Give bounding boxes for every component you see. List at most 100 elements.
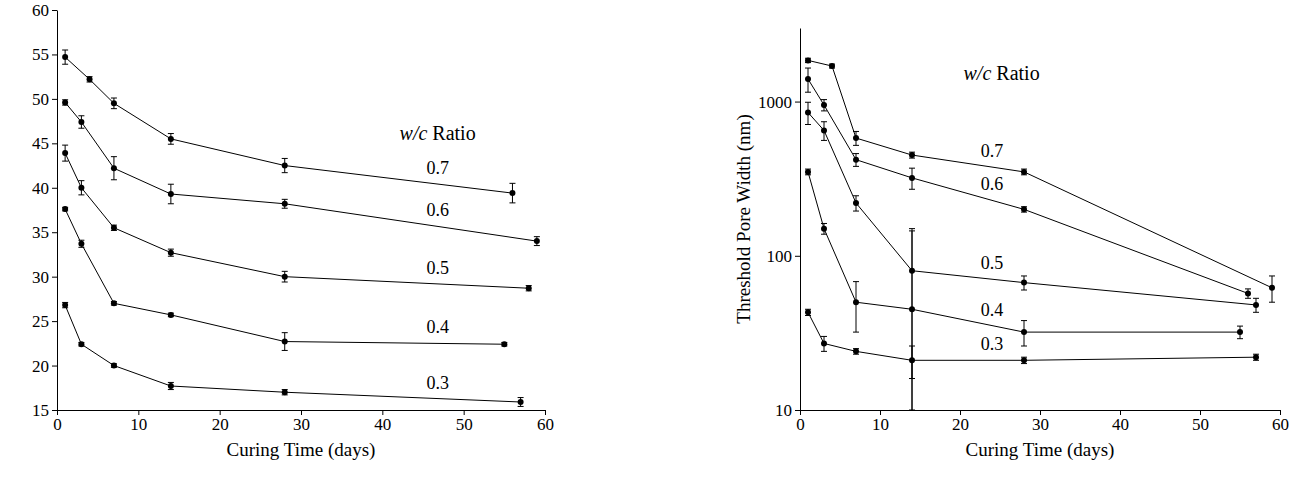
error-bar-cap [111,179,117,180]
y-axis-line [800,29,801,411]
series-label: 0.6 [426,200,449,220]
y-tick-mark [52,188,57,189]
x-tick-label: 40 [1112,415,1129,434]
error-bar [282,271,288,282]
x-tick-label: 60 [537,415,554,434]
data-point [805,57,811,63]
data-point [534,238,540,244]
x-tick-label: 20 [952,415,969,434]
y-tick-mark [52,10,57,11]
error-bar-cap [111,108,117,109]
x-tick-label: 20 [212,415,229,434]
error-bar-cap [1253,312,1259,313]
error-bar-cap [1269,302,1275,303]
y-tick: 1000 [758,93,800,112]
data-point [909,306,915,312]
data-point [526,285,532,291]
error-bar-cap [168,256,174,257]
data-point [1021,206,1027,212]
data-point [62,302,68,308]
error-bar-cap [853,166,859,167]
data-point [805,309,811,315]
y-tick-label: 25 [32,312,49,331]
data-point [168,191,174,197]
y-tick-mark [52,232,57,233]
error-bar-cap [909,346,915,347]
error-bar-stem [856,282,857,332]
data-point [282,339,288,345]
error-bar-cap [821,223,827,224]
error-bar-cap [168,389,174,390]
data-point [111,225,117,231]
x-axis-title: Curing Time (days) [227,439,376,461]
error-bar-cap [853,332,859,333]
data-point [1253,354,1259,360]
series-line [808,112,1256,304]
error-bar [853,196,859,211]
error-bar [111,157,117,180]
series-line [65,209,504,344]
y-tick: 60 [32,1,57,20]
x-tick: 30 [293,410,310,434]
x-tick: 0 [53,410,62,434]
series-label: 0.3 [426,373,449,393]
series-label: 0.3 [981,334,1004,354]
data-point [909,175,915,181]
error-bar [168,134,174,145]
y-tick-label: 10 [775,401,792,420]
y-tick-mark [795,256,800,257]
error-bar [1269,276,1275,302]
error-bar-cap [821,121,827,122]
error-bar-cap [805,102,811,103]
error-bar-cap [821,140,827,141]
error-bar [282,158,288,172]
error-bar-cap [1021,346,1027,347]
error-bar-cap [282,350,288,351]
x-tick: 60 [537,410,554,434]
data-point [821,340,827,346]
y-tick: 20 [32,356,57,375]
x-tick-label: 0 [796,415,805,434]
error-bar [909,152,915,158]
y-tick-label: 20 [32,356,49,375]
y-tick-label: 35 [32,223,49,242]
error-bar-cap [853,153,859,154]
error-bar-cap [168,184,174,185]
data-point [62,150,68,156]
x-tick-label: 50 [1192,415,1209,434]
series-label: 0.7 [426,158,449,178]
data-point [168,312,174,318]
error-bar-cap [282,199,288,200]
error-bar-cap [282,158,288,159]
data-point [87,76,93,82]
y-tick-mark [52,321,57,322]
x-tick-label: 50 [456,415,473,434]
error-bar-cap [821,234,827,235]
data-point [501,341,507,347]
data-point [509,190,515,196]
error-bar [509,183,515,203]
error-bar [282,333,288,351]
x-tick-label: 30 [293,415,310,434]
error-bar [909,346,915,379]
error-bar [534,237,540,246]
error-bar [87,77,93,82]
data-point [821,226,827,232]
data-point [1021,280,1027,286]
error-bar [78,240,84,247]
data-point [78,185,84,191]
error-bar-cap [853,195,859,196]
x-tick-label: 10 [130,415,147,434]
series-line [65,305,520,402]
error-bar-cap [62,50,68,51]
error-bar-cap [1021,275,1027,276]
y-tick-label: 50 [32,90,49,109]
data-point [821,102,827,108]
error-bar-cap [909,228,915,229]
x-tick: 40 [1112,410,1129,434]
error-bar [282,390,288,395]
error-bar-stem [912,231,913,410]
series-line [65,102,537,241]
error-bar-cap [282,332,288,333]
error-bar [821,122,827,141]
